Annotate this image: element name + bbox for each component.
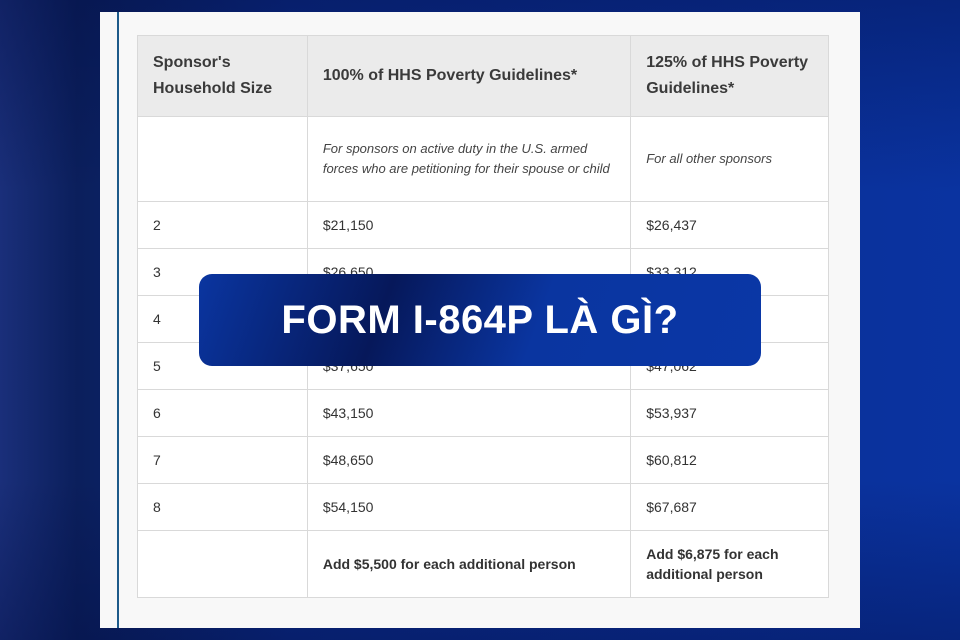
table-cell: Add $5,500 for each additional person [306, 530, 632, 598]
table-cell: 8 [137, 483, 308, 531]
table-cell: $26,437 [630, 201, 829, 249]
table-cell: $54,150 [306, 483, 632, 531]
header-125-percent: 125% of HHS Poverty Guidelines* [630, 35, 829, 117]
header-100-percent: 100% of HHS Poverty Guidelines* [306, 35, 632, 117]
table-footer-row: Add $5,500 for each additional person Ad… [137, 530, 829, 598]
header-household-size: Sponsor's Household Size [137, 35, 308, 117]
table-row: 8 $54,150 $67,687 [137, 483, 829, 531]
table-cell: Add $6,875 for each additional person [630, 530, 829, 598]
table-cell [137, 530, 308, 598]
table-row: 6 $43,150 $53,937 [137, 389, 829, 437]
table-cell: $21,150 [306, 201, 632, 249]
left-accent-rule [117, 12, 119, 628]
table-row: 2 $21,150 $26,437 [137, 201, 829, 249]
title-banner: FORM I-864P LÀ GÌ? [199, 274, 761, 366]
table-description-row: For sponsors on active duty in the U.S. … [137, 116, 829, 202]
table-cell: $43,150 [306, 389, 632, 437]
table-cell: 2 [137, 201, 308, 249]
table-header-row: Sponsor's Household Size 100% of HHS Pov… [137, 35, 829, 117]
table-cell: $48,650 [306, 436, 632, 484]
table-cell: 7 [137, 436, 308, 484]
table-cell: $67,687 [630, 483, 829, 531]
poverty-guidelines-table: Sponsor's Household Size 100% of HHS Pov… [137, 35, 829, 598]
table-cell [137, 116, 308, 202]
table-cell: For sponsors on active duty in the U.S. … [306, 116, 632, 202]
table-cell: 6 [137, 389, 308, 437]
table-row: 7 $48,650 $60,812 [137, 436, 829, 484]
table-cell: $60,812 [630, 436, 829, 484]
table-cell: $53,937 [630, 389, 829, 437]
table-cell: For all other sponsors [630, 116, 829, 202]
banner-title: FORM I-864P LÀ GÌ? [281, 297, 679, 342]
